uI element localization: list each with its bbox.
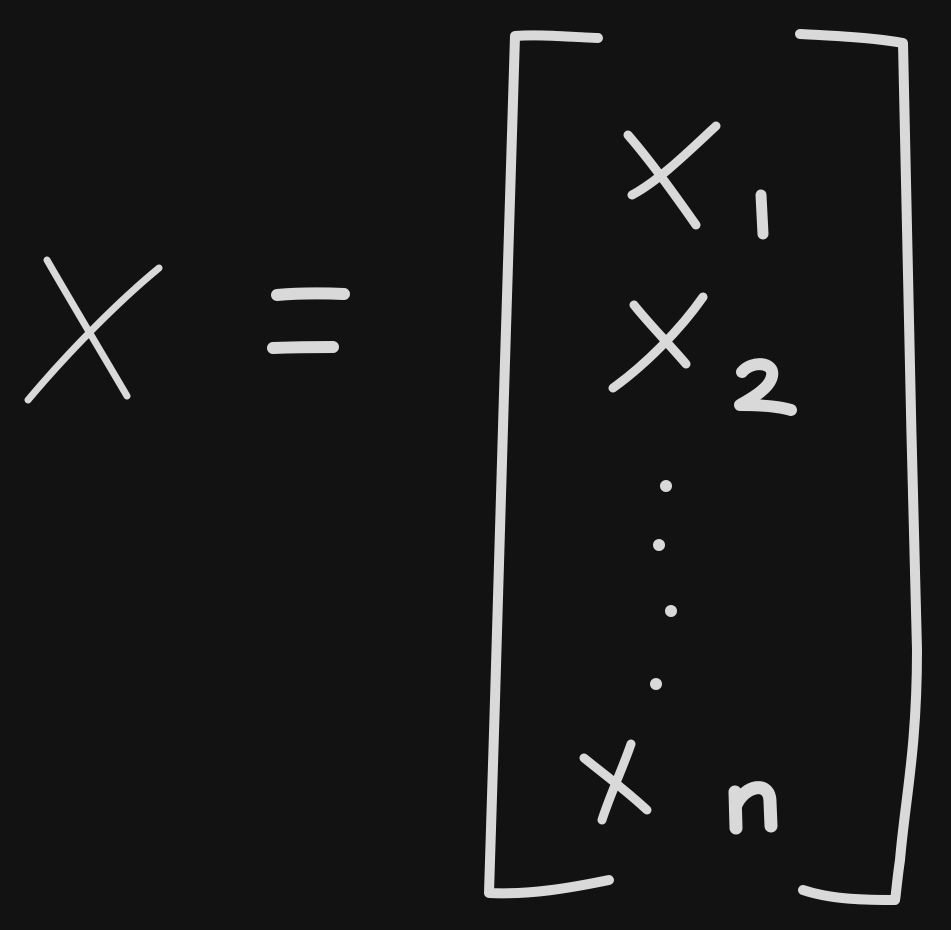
- vector-entry-x2: [608, 292, 797, 416]
- left-bracket: [484, 30, 614, 899]
- vector-entry-x1: [623, 121, 769, 240]
- vector-entry-xn: [579, 739, 778, 835]
- lhs-symbol-X: [24, 256, 163, 404]
- right-bracket: [795, 29, 922, 905]
- vertical-ellipsis: [650, 480, 677, 690]
- equals-sign: [267, 287, 350, 354]
